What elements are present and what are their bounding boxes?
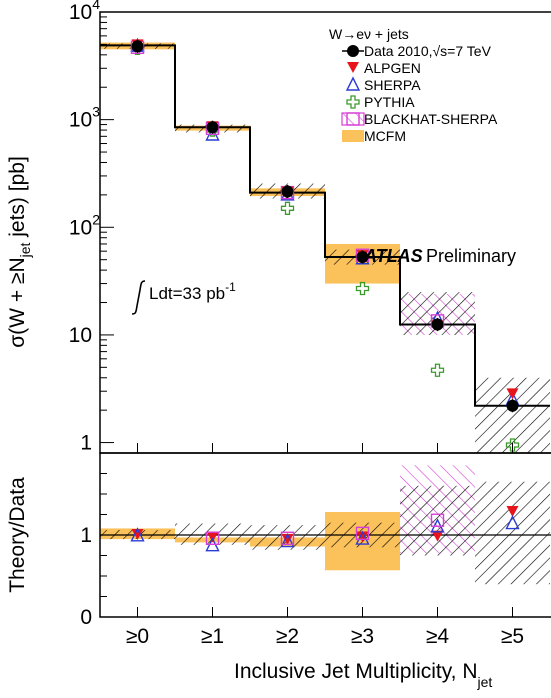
ratio-marker-sherpa-bin-2 (280, 532, 295, 548)
legend-entry-label: ALPGEN (364, 60, 421, 76)
luminosity-text: Ldt=33 pb-1 (149, 280, 236, 303)
x-tick-label: ≥5 (501, 625, 524, 648)
legend-entry-label: SHERPA (364, 77, 421, 93)
marker-pythia-bin-4 (430, 363, 445, 377)
top-histogram (100, 44, 550, 407)
marker-pythia-bin-2 (280, 201, 295, 215)
bottom-hatch-band-bin-5 (475, 481, 550, 585)
marker-pythia-bin-5 (505, 438, 520, 452)
ratio-marker-alpgen-bin-4 (431, 530, 444, 542)
ratio-marker-alpgen-bin-3 (356, 531, 369, 543)
preliminary-label: Preliminary (426, 246, 516, 266)
bottom-y-tick-label: 1 (80, 524, 92, 547)
legend-swatch-blackhat (341, 112, 365, 126)
ratio-marker-sherpa-bin-0 (130, 527, 145, 542)
x-axis-title: Inclusive Jet Multiplicity, Njet (234, 660, 492, 690)
ratio-marker-blackhat-sherpa-bin-2 (280, 531, 295, 545)
x-tick-label: ≥1 (201, 625, 224, 648)
ratio-marker-sherpa-bin-3 (355, 530, 370, 545)
top-markers (130, 37, 520, 452)
x-tick-label: ≥4 (426, 625, 450, 648)
legend-marker-data-2010-s-7-tev (347, 45, 359, 57)
legend-entry-label: Data 2010,√s=7 TeV (364, 43, 492, 59)
axes (99, 11, 551, 618)
ratio-marker-blackhat-sherpa-bin-4 (430, 513, 445, 527)
top-y-tick-label: 10 (69, 324, 92, 347)
luminosity-annotation: Ldt=33 pb-1 (131, 280, 236, 315)
ratio-marker-blackhat-sherpa-bin-1 (205, 531, 220, 545)
top-y-tick-label: 1 (80, 432, 92, 455)
legend-entry-label: PYTHIA (364, 94, 415, 110)
x-tick-label: ≥3 (351, 625, 374, 648)
bottom-y-tick-label: 0 (80, 606, 92, 629)
ratio-marker-alpgen-bin-1 (206, 531, 219, 543)
top-y-tick-label: 102 (69, 211, 100, 239)
legend-swatch-mcfm (342, 130, 364, 142)
legend-marker-alpgen (347, 62, 359, 73)
ratio-marker-sherpa-bin-5 (505, 514, 520, 530)
x-tick-label: ≥2 (276, 625, 299, 648)
legend-marker-pythia (346, 95, 360, 109)
marker-pythia-bin-3 (355, 281, 370, 296)
legend-entry-label: MCFM (364, 128, 406, 144)
ratio-marker-alpgen-bin-0 (131, 529, 144, 540)
bottom-uncertainty-bands (100, 465, 551, 585)
top-y-tick-label: 104 (69, 0, 100, 24)
y-axis-title-bottom: Theory/Data (6, 477, 29, 593)
y-axis-title-top: σ(W + ≥Njet jets) [pb] (6, 156, 33, 348)
histogram-step-line (100, 44, 550, 407)
ratio-marker-blackhat-sherpa-bin-3 (355, 526, 370, 541)
x-tick-label: ≥0 (126, 625, 149, 648)
legend-entry-label: BLACKHAT-SHERPA (364, 111, 498, 127)
ratio-marker-alpgen-bin-2 (281, 533, 294, 545)
legend-marker-blackhat (346, 112, 360, 126)
top-y-tick-label: 103 (69, 104, 100, 132)
legend-marker-sherpa (345, 76, 361, 91)
marker-alpgen-bin-5 (506, 388, 519, 400)
tick-labels: 1 10 102 103 104 0 1 ≥0 ≥1 ≥2 ≥3 ≥4 ≥5 (69, 0, 524, 648)
bottom-markers (130, 506, 520, 552)
atlas-label: ATLAS (363, 246, 423, 266)
legend-title: W→eν + jets (329, 26, 409, 42)
ratio-marker-alpgen-bin-5 (506, 506, 519, 518)
